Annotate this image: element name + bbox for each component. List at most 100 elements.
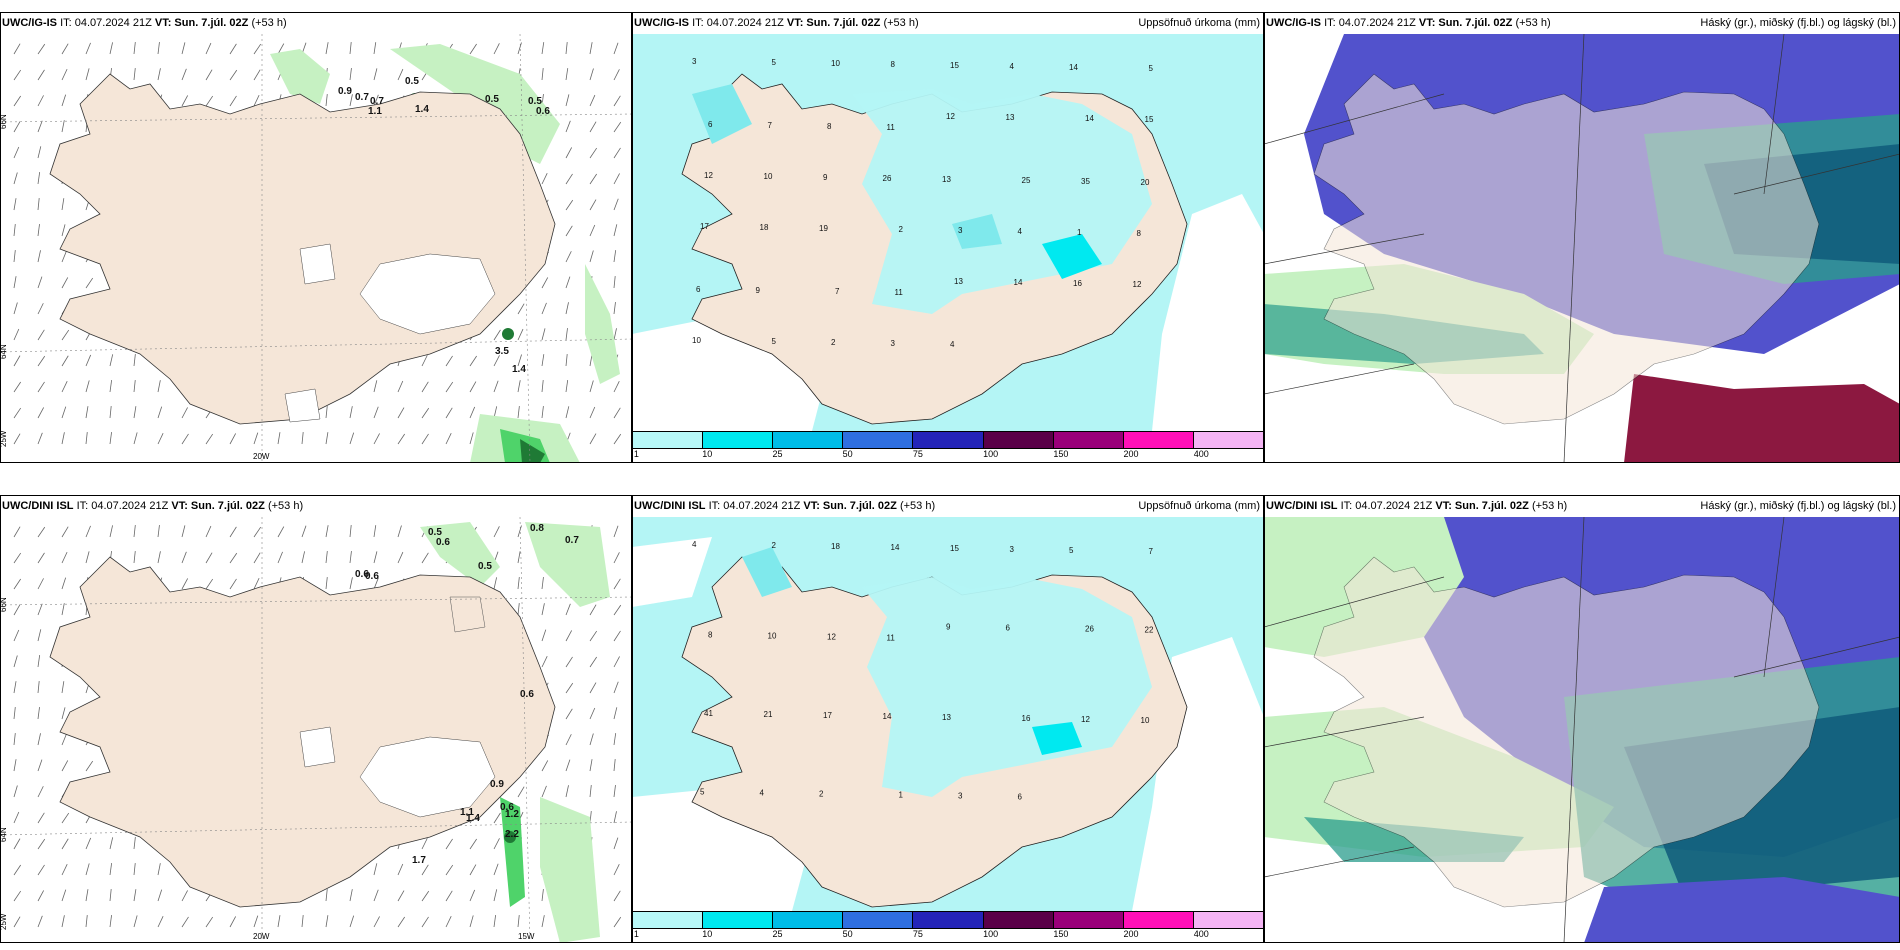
wind-barb — [181, 68, 187, 81]
wind-barb — [205, 578, 214, 590]
wind-barb — [109, 863, 113, 876]
wind-barb — [277, 915, 281, 928]
legend-tick: 200 — [1123, 449, 1139, 459]
wind-barb — [109, 380, 113, 393]
wind-barb — [229, 43, 237, 55]
wind-barb — [157, 42, 160, 55]
wind-barb — [421, 838, 428, 850]
wind-barb — [589, 199, 597, 211]
wind-barb — [37, 655, 41, 668]
wind-barb — [517, 915, 520, 928]
panel-wind-dini: UWC/DINI ISL IT: 04.07.2024 21Z VT: Sun.… — [0, 495, 632, 943]
wind-barb — [253, 552, 261, 564]
wind-barb — [109, 432, 112, 445]
wind-barb — [13, 552, 22, 564]
wind-barb — [421, 355, 428, 367]
wind-barb — [37, 759, 43, 772]
value-label: 13 — [942, 713, 951, 722]
wind-barb — [37, 69, 45, 81]
wind-barb — [181, 95, 189, 107]
value-label: 17 — [823, 711, 832, 720]
value-label: 18 — [760, 223, 769, 232]
wind-barb — [205, 69, 213, 81]
value-label: 1 — [899, 791, 904, 800]
legend-tick: 100 — [983, 449, 999, 459]
wind-barb — [469, 43, 477, 55]
wind-barb — [565, 276, 571, 289]
wind-barb — [37, 95, 44, 107]
wind-barb — [613, 707, 618, 720]
value-label: 16 — [1022, 714, 1031, 723]
value-label: 12 — [827, 633, 836, 642]
wind-barb — [37, 355, 46, 367]
wind-barb — [301, 525, 307, 538]
wind-barb — [109, 889, 112, 902]
wind-barb — [37, 172, 41, 185]
wind-barb — [181, 42, 186, 55]
wind-barb — [541, 785, 547, 798]
wind-barb — [421, 864, 429, 876]
wind-barb — [517, 786, 525, 798]
panel-header: UWC/IG-IS IT: 04.07.2024 21Z VT: Sun. 7.… — [632, 12, 1264, 34]
wind-barb — [301, 915, 304, 928]
wind-barb — [37, 603, 43, 616]
wind-barb — [565, 682, 574, 694]
lon-label-25: 25W — [0, 913, 8, 930]
wind-barb — [613, 604, 622, 616]
wind-barb — [349, 42, 352, 55]
valid-time: VT: Sun. 7.júl. 02Z — [171, 500, 265, 512]
value-label: 2 — [831, 338, 836, 347]
wind-barb — [613, 173, 620, 185]
legend-swatch — [703, 912, 774, 928]
wind-barb — [613, 656, 620, 668]
wind-barb — [109, 42, 113, 55]
wind-barb — [13, 916, 21, 928]
wind-barb — [613, 552, 620, 564]
wind-barb — [565, 630, 573, 642]
wind-barb — [397, 890, 405, 902]
value-label: 15 — [950, 544, 959, 553]
wind-barb — [133, 380, 136, 393]
value-label: 5 — [1069, 546, 1074, 555]
wind-barb — [421, 890, 430, 902]
wind-barb — [13, 890, 22, 902]
value-label: 3.5 — [495, 346, 509, 357]
wind-barb — [61, 526, 69, 538]
wind-barb — [613, 42, 619, 55]
wind-barb — [565, 147, 573, 159]
value-label: 19 — [819, 224, 828, 233]
wind-barb — [613, 250, 617, 263]
wind-barb — [133, 863, 136, 876]
wind-barb — [13, 328, 20, 341]
value-label: 1.1 — [368, 106, 382, 117]
wind-barb — [61, 864, 68, 876]
wind-barb — [565, 603, 571, 616]
wind-barb — [301, 551, 305, 564]
wind-barb — [613, 381, 620, 393]
wind-barb — [13, 407, 22, 419]
wind-barb — [589, 604, 597, 616]
init-time: IT: 04.07.2024 21Z — [1324, 17, 1416, 29]
wind-barb — [61, 43, 69, 55]
lead-time: (+53 h) — [1531, 500, 1568, 512]
legend-swatch — [843, 912, 914, 928]
value-label: 2 — [772, 541, 777, 550]
value-label: 10 — [831, 59, 840, 68]
wind-barb — [133, 42, 136, 55]
init-time: IT: 04.07.2024 21Z — [60, 17, 152, 29]
value-label: 14 — [1014, 278, 1023, 287]
legend-tick: 200 — [1123, 929, 1139, 939]
wind-barb — [541, 173, 548, 185]
wind-barb — [301, 432, 304, 445]
wind-barb — [277, 43, 285, 55]
value-label: 0.6 — [500, 802, 514, 813]
wind-barb — [565, 68, 569, 81]
wind-barb — [85, 432, 88, 445]
wind-barb — [517, 42, 522, 55]
legend-tick: 75 — [912, 929, 923, 939]
value-label: 14 — [891, 543, 900, 552]
wind-barb — [541, 889, 544, 902]
value-label: 18 — [831, 542, 840, 551]
init-time: IT: 04.07.2024 21Z — [1340, 500, 1433, 512]
wind-barb — [61, 760, 69, 772]
